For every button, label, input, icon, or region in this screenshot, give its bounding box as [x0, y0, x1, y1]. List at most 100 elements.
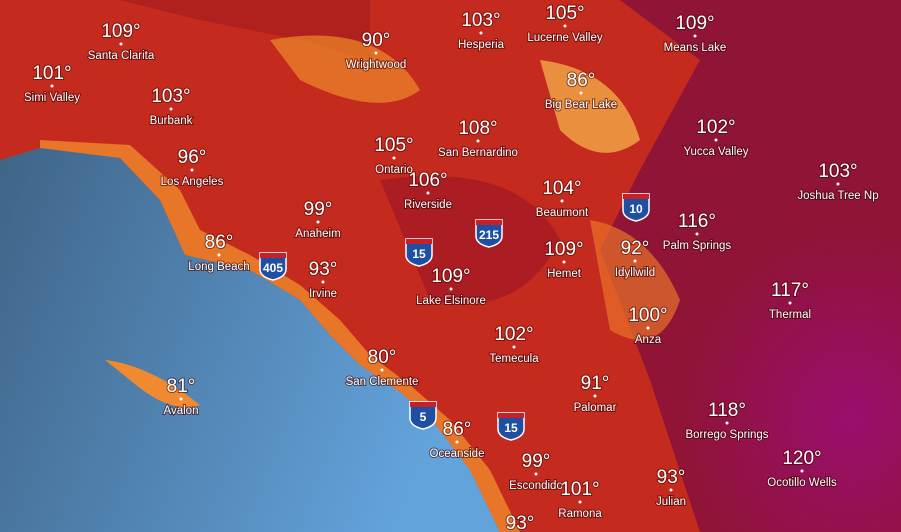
city-name: Ramona [558, 508, 602, 520]
temperature: 109° [431, 266, 470, 287]
city-dot [316, 220, 320, 224]
temperature: 104° [542, 178, 581, 199]
city-name: Oceanside [430, 448, 485, 460]
temperature: 116° [678, 211, 716, 232]
city-dot [646, 326, 650, 330]
highway-number: 15 [412, 247, 426, 261]
city-dot [563, 24, 567, 28]
temperature: 93° [657, 467, 686, 488]
city-name: San Clemente [346, 376, 419, 388]
temperature: 109° [101, 21, 140, 42]
city-dot [119, 42, 123, 46]
city-name: Idyllwild [615, 267, 655, 279]
city-dot [562, 260, 566, 264]
shield-top [260, 253, 286, 258]
temperature: 93° [309, 259, 338, 280]
city-dot [714, 138, 718, 142]
highway-shield [622, 193, 650, 222]
temperature: 101° [560, 479, 599, 500]
city-name: Los Angeles [161, 176, 224, 188]
city-name: Yucca Valley [684, 146, 749, 158]
city-dot [479, 31, 483, 35]
temperature: 105° [545, 3, 584, 24]
city-name: Means Lake [664, 42, 727, 54]
shield-top [410, 402, 436, 407]
city-dot [669, 488, 673, 492]
temperature: 117° [771, 280, 809, 301]
city-name: Ontario [375, 164, 413, 176]
city-name: Hemet [547, 268, 582, 280]
city-name: Escondido [509, 480, 563, 492]
city-dot [695, 232, 699, 236]
city-dot [788, 301, 792, 305]
highway-number: 15 [504, 421, 518, 435]
city-dot [593, 394, 597, 398]
temperature: 102° [696, 117, 735, 138]
temperature: 103° [818, 161, 857, 182]
highway-number: 215 [479, 228, 499, 242]
city-name: Simi Valley [24, 92, 80, 104]
city-dot [426, 191, 430, 195]
city-name: Big Bear Lake [545, 99, 617, 111]
temperature: 80° [368, 347, 397, 368]
city-dot [800, 469, 804, 473]
temperature: 81° [167, 376, 196, 397]
shield-top [476, 220, 502, 225]
region [0, 0, 370, 60]
highway-shield [497, 412, 525, 441]
highway-shield [475, 219, 503, 248]
island [105, 360, 200, 408]
city-name: Santa Clarita [88, 50, 155, 62]
city-name: Thermal [769, 309, 811, 321]
city-dot [50, 84, 54, 88]
city-name: Anaheim [295, 228, 340, 240]
city-name: San Bernardino [438, 147, 518, 159]
city-dot [578, 500, 582, 504]
region [560, 150, 901, 532]
shield-top [406, 239, 432, 244]
city-name: Anza [635, 334, 662, 346]
temperature: 101° [32, 63, 71, 84]
temperature: 86° [567, 70, 596, 91]
city-name: Irvine [309, 288, 337, 300]
city-dot [380, 368, 384, 372]
shield-top [498, 413, 524, 418]
shield-top [623, 194, 649, 199]
city-dot [633, 259, 637, 263]
city-name: Beaumont [536, 207, 589, 219]
highway-shield [409, 401, 437, 430]
city-name: Temecula [489, 353, 539, 365]
region [590, 220, 680, 340]
city-dot [321, 280, 325, 284]
city-name: Palm Springs [663, 240, 732, 252]
city-dot [169, 107, 173, 111]
temperature: 118° [708, 400, 746, 421]
city-name: Wrightwood [346, 59, 407, 71]
temperature: 103° [461, 10, 500, 31]
city-dot [725, 421, 729, 425]
city-dot [455, 440, 459, 444]
highway-shield [259, 252, 287, 281]
temperature: 100° [628, 305, 667, 326]
city-dot [579, 91, 583, 95]
city-name: Lake Elsinore [416, 295, 486, 307]
temperature: 109° [544, 239, 583, 260]
temperature: 86° [443, 419, 472, 440]
city-name: Julian [656, 496, 686, 508]
temperature: 105° [374, 135, 413, 156]
region [380, 176, 560, 304]
city-name: Lucerne Valley [527, 32, 602, 44]
city-dot [190, 168, 194, 172]
temperature: 106° [408, 170, 447, 191]
city-name: Palomar [574, 402, 617, 414]
temperature: 93° [506, 513, 535, 532]
region [540, 60, 640, 153]
city-name: Borrego Springs [685, 429, 768, 441]
temperature: 92° [621, 238, 650, 259]
temperature: 99° [522, 451, 551, 472]
temperature: 96° [178, 147, 207, 168]
city-dot [217, 253, 221, 257]
temperature: 109° [675, 13, 714, 34]
region [270, 35, 420, 103]
